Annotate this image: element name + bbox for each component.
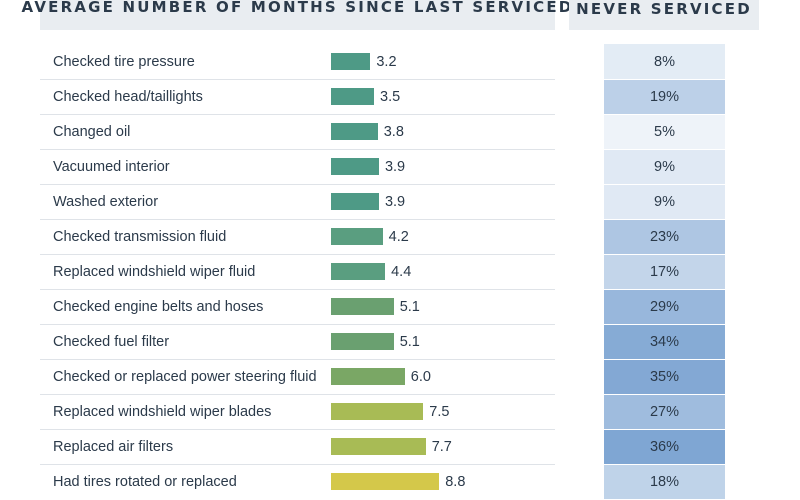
never-serviced-value: 18% — [649, 473, 680, 490]
cell-divider — [604, 429, 725, 430]
months-bar — [331, 228, 383, 245]
never-serviced-value: 29% — [649, 298, 680, 315]
never-serviced-value: 5% — [654, 123, 675, 140]
never-serviced-value: 27% — [649, 403, 680, 420]
never-serviced-cell: 5% — [604, 114, 725, 149]
never-serviced-value: 35% — [649, 368, 680, 385]
service-label: Checked head/taillights — [53, 88, 203, 105]
row-divider — [40, 289, 555, 290]
cell-divider — [604, 184, 725, 185]
months-bar — [331, 193, 379, 210]
service-label: Had tires rotated or replaced — [53, 473, 237, 490]
cell-divider — [604, 394, 725, 395]
never-serviced-cell: 9% — [604, 149, 725, 184]
months-value-label: 7.5 — [429, 403, 450, 420]
cell-divider — [604, 324, 725, 325]
row-divider — [40, 359, 555, 360]
service-label: Replaced windshield wiper fluid — [53, 263, 256, 280]
months-value-label: 3.5 — [380, 88, 401, 105]
months-bar — [331, 368, 405, 385]
months-bar — [331, 158, 379, 175]
row-divider — [40, 429, 555, 430]
row-divider — [40, 79, 555, 80]
row-divider — [40, 149, 555, 150]
service-label: Replaced air filters — [53, 438, 174, 455]
months-header-title: AVERAGE NUMBER OF MONTHS SINCE LAST SERV… — [21, 0, 574, 16]
never-serviced-cell: 35% — [604, 359, 725, 394]
service-label: Washed exterior — [53, 193, 159, 210]
row-divider — [40, 114, 555, 115]
never-serviced-cell: 8% — [604, 44, 725, 79]
cell-divider — [604, 464, 725, 465]
months-bar — [331, 333, 394, 350]
never-serviced-header-title: NEVER SERVICED — [576, 0, 752, 18]
service-label: Changed oil — [53, 123, 131, 140]
months-value-label: 6.0 — [410, 368, 431, 385]
cell-divider — [604, 79, 725, 80]
months-header: AVERAGE NUMBER OF MONTHS SINCE LAST SERV… — [22, 0, 571, 30]
cell-divider — [604, 219, 725, 220]
months-value-label: 5.1 — [399, 333, 420, 350]
months-value-label: 8.8 — [445, 473, 466, 490]
never-serviced-value: 34% — [649, 333, 680, 350]
months-value-label: 3.9 — [384, 158, 406, 175]
cell-divider — [604, 149, 725, 150]
cell-divider — [604, 114, 725, 115]
never-serviced-value: 8% — [654, 53, 675, 70]
service-label: Replaced windshield wiper blades — [53, 403, 272, 420]
months-value-label: 3.8 — [383, 123, 404, 140]
row-divider — [40, 394, 555, 395]
months-bar — [331, 53, 371, 70]
months-value-label: 5.1 — [399, 298, 420, 315]
months-bar — [331, 438, 426, 455]
never-serviced-value: 9% — [654, 158, 675, 175]
months-value-label: 4.2 — [388, 228, 409, 245]
never-serviced-cell: 17% — [604, 254, 725, 289]
row-divider — [40, 254, 555, 255]
never-serviced-value: 36% — [649, 438, 680, 455]
never-serviced-cell: 36% — [604, 429, 725, 464]
row-divider — [40, 324, 555, 325]
months-bar — [331, 473, 440, 490]
months-bar — [331, 88, 375, 105]
never-serviced-value: 9% — [654, 193, 675, 210]
months-value-label: 4.4 — [391, 263, 412, 280]
never-serviced-cell: 34% — [604, 324, 725, 359]
months-value-label: 3.9 — [384, 193, 406, 210]
never-serviced-value: 23% — [649, 228, 680, 245]
months-bar — [331, 263, 386, 280]
months-bar — [331, 298, 394, 315]
cell-divider — [604, 289, 725, 290]
service-label: Checked tire pressure — [53, 53, 195, 70]
service-label: Checked fuel filter — [53, 333, 170, 350]
never-serviced-cell: 19% — [604, 79, 725, 114]
never-serviced-value: 17% — [649, 263, 680, 280]
months-value-label: 3.2 — [376, 53, 397, 70]
service-label: Checked transmission fluid — [53, 228, 227, 245]
row-divider — [40, 464, 555, 465]
months-value-label: 7.7 — [431, 438, 452, 455]
never-serviced-cell: 9% — [604, 184, 725, 219]
never-serviced-value: 19% — [649, 88, 680, 105]
row-divider — [40, 219, 555, 220]
service-label: Checked or replaced power steering fluid — [53, 368, 317, 385]
never-serviced-cell: 23% — [604, 219, 725, 254]
cell-divider — [604, 359, 725, 360]
months-bar — [331, 403, 424, 420]
months-bar — [331, 123, 378, 140]
service-label: Checked engine belts and hoses — [53, 298, 264, 315]
never-serviced-header: NEVER SERVICED — [569, 0, 759, 30]
row-divider — [40, 184, 555, 185]
never-serviced-cell: 18% — [604, 464, 725, 499]
never-serviced-cell: 29% — [604, 289, 725, 324]
never-serviced-cell: 27% — [604, 394, 725, 429]
cell-divider — [604, 254, 725, 255]
service-label: Vacuumed interior — [53, 158, 170, 175]
